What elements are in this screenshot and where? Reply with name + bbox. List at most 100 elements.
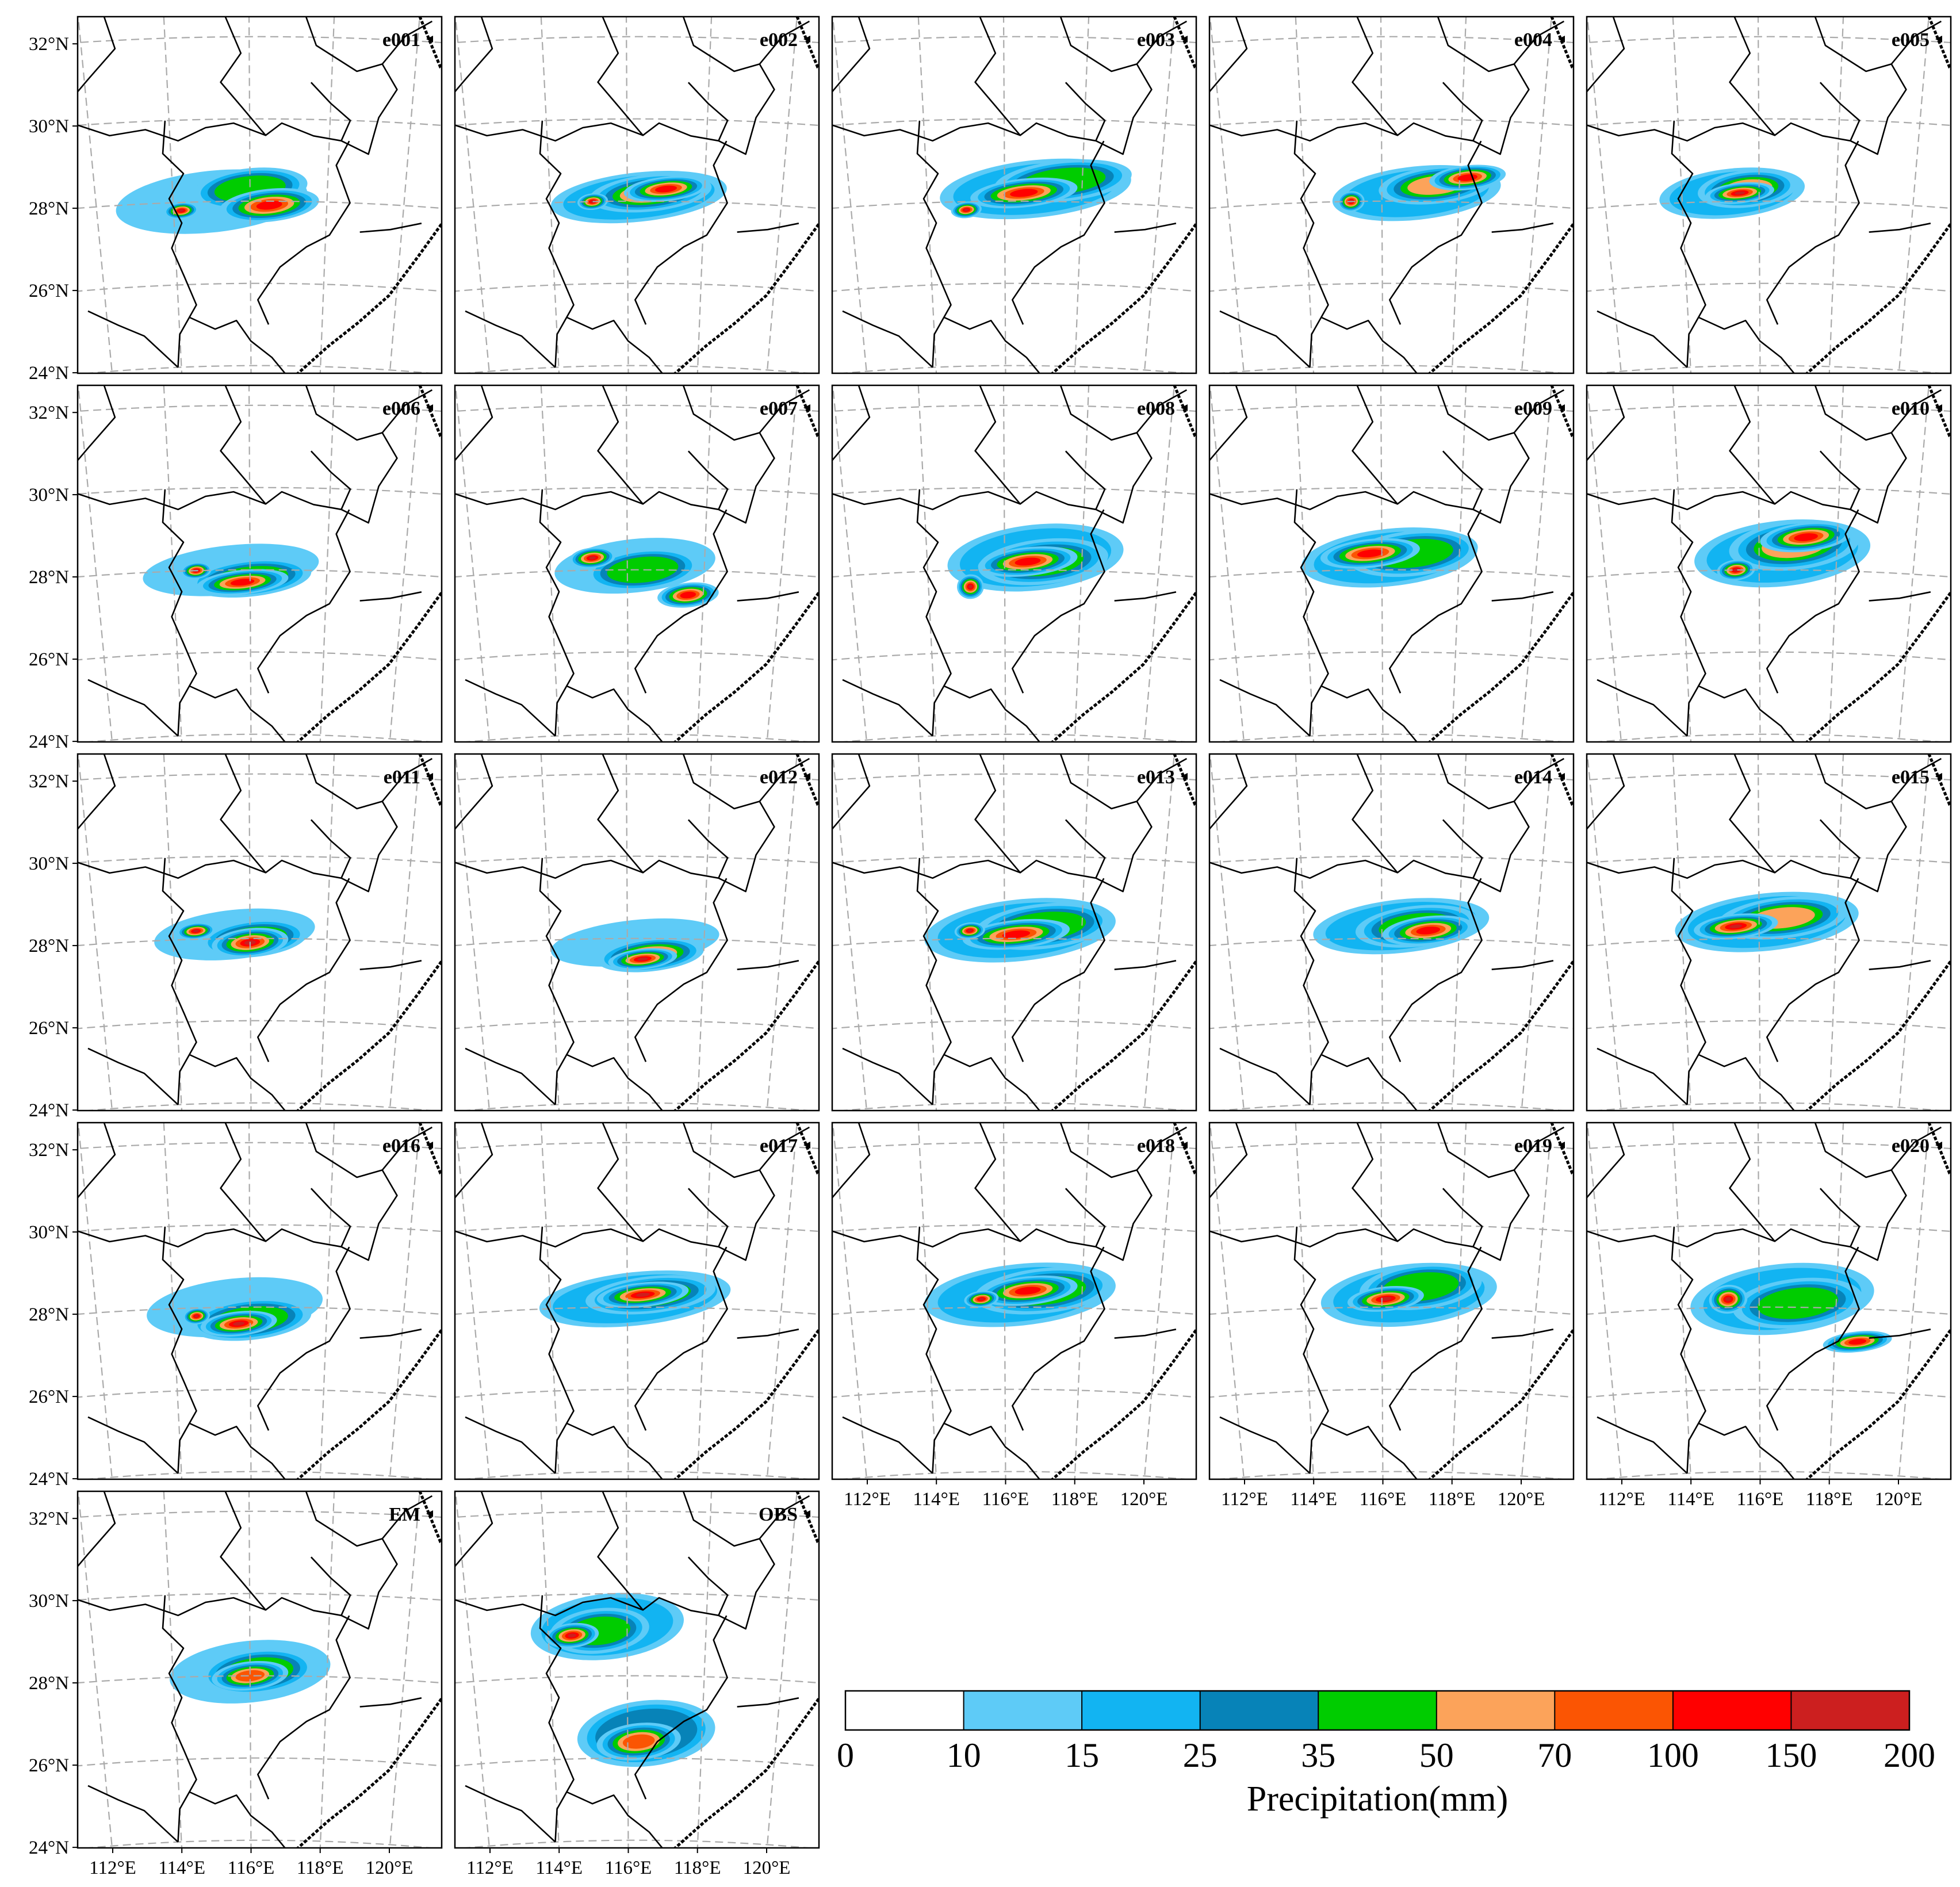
province-boundary [1065, 450, 1106, 510]
province-boundary [944, 1422, 1041, 1480]
coastline [1050, 1122, 1197, 1480]
panel-label: e003 [1137, 29, 1175, 51]
lon-gridline [832, 16, 868, 374]
province-boundary [1442, 1188, 1483, 1247]
province-boundary [832, 1228, 1096, 1248]
province-boundary [566, 1422, 664, 1480]
lon-gridline [1209, 753, 1245, 1111]
province-boundary [465, 310, 556, 368]
rain-contour-level-6 [622, 1734, 655, 1749]
province-boundary [1698, 316, 1796, 374]
panel-label: e007 [760, 398, 798, 419]
lat-gridline [454, 365, 820, 374]
panel-label: e001 [382, 29, 420, 51]
lat-tick-label: 30°N [29, 116, 69, 137]
lon-gridline [766, 385, 798, 742]
lon-gridline [1521, 1122, 1552, 1480]
province-boundary [832, 753, 871, 831]
lat-tick-label: 28°N [29, 1673, 69, 1694]
province-boundary [1012, 878, 1105, 1062]
lon-tick-label: 112°E [844, 1489, 891, 1510]
lat-tick-label: 26°N [29, 649, 69, 670]
lat-tick-label: 30°N [29, 853, 69, 874]
coastline [295, 16, 442, 374]
lat-gridline [832, 1224, 1197, 1233]
province-boundary [1766, 878, 1860, 1062]
province-boundary [1472, 1126, 1565, 1261]
panel-label: EM [389, 1504, 420, 1525]
province-boundary [359, 1329, 422, 1339]
province-boundary [682, 1122, 760, 1178]
province-boundary [454, 491, 719, 511]
lon-gridline [1295, 753, 1315, 1111]
lat-tick-label: 26°N [29, 1018, 69, 1039]
province-boundary [597, 385, 644, 505]
province-boundary [340, 20, 433, 155]
province-boundary [465, 1785, 556, 1843]
province-boundary [1491, 1329, 1554, 1339]
lat-gridline [77, 1020, 442, 1029]
lat-gridline [832, 487, 1197, 495]
rain-contour-level-7 [1416, 927, 1441, 935]
map-panel-e013: e013 [831, 753, 1197, 1112]
province-boundary [687, 450, 729, 510]
province-boundary [1586, 385, 1625, 462]
coastline [1804, 1122, 1951, 1480]
province-boundary [220, 16, 266, 136]
province-boundary [310, 1188, 351, 1247]
lat-gridline [77, 282, 442, 292]
rain-contour-level-7 [1848, 1339, 1867, 1345]
map-panel-OBS: OBS 112°E 114°E 116°E 118°E 120°E [454, 1490, 820, 1878]
province-boundary [1219, 310, 1311, 368]
province-boundary [916, 858, 952, 1105]
province-boundary [340, 1495, 433, 1630]
lat-tick-label: 32°N [29, 1509, 69, 1529]
panel-frame [454, 384, 820, 743]
lon-gridline [77, 1491, 113, 1848]
lat-gridline [832, 733, 1197, 742]
panel-frame [1586, 16, 1952, 374]
province-boundary [974, 753, 1021, 874]
lat-gridline [77, 773, 442, 781]
panel-frame [831, 16, 1197, 374]
lat-gridline [832, 1471, 1197, 1480]
province-boundary [305, 753, 383, 810]
lat-gridline [832, 1388, 1197, 1398]
lat-gridline [454, 1510, 820, 1518]
lat-gridline [1586, 36, 1951, 44]
colorbar-swatch [1672, 1691, 1791, 1730]
lat-gridline [77, 118, 442, 127]
colorbar-tick-label: 35 [1301, 1736, 1335, 1774]
province-boundary [162, 858, 197, 1105]
province-boundary [1698, 685, 1796, 742]
province-boundary [162, 1226, 197, 1473]
map-panel-e011: e011 24°N 26°N 28°N 30°N 32°N [29, 753, 443, 1121]
province-boundary [1586, 753, 1625, 831]
province-boundary [1729, 1122, 1775, 1242]
province-boundary [77, 491, 342, 511]
lon-gridline [1295, 16, 1315, 374]
province-boundary [634, 509, 728, 694]
province-boundary [1219, 679, 1311, 737]
province-boundary [597, 16, 644, 136]
province-boundary [842, 310, 933, 368]
province-boundary [832, 491, 1096, 511]
lat-gridline [1586, 200, 1951, 209]
coastline [1050, 385, 1197, 742]
coastline [672, 1491, 820, 1848]
province-boundary [916, 120, 952, 368]
lon-tick-label: 116°E [228, 1858, 275, 1878]
province-boundary [310, 1556, 351, 1616]
lon-gridline [1672, 753, 1692, 1111]
province-boundary [220, 1122, 266, 1242]
province-boundary [1766, 509, 1860, 694]
province-boundary [1586, 491, 1851, 511]
province-boundary [359, 1697, 422, 1708]
lon-tick-label: 118°E [297, 1858, 344, 1878]
coastline [672, 1122, 820, 1480]
lat-gridline [77, 365, 442, 374]
north-arrow-icon [1935, 404, 1942, 411]
lon-tick-label: 120°E [1875, 1489, 1923, 1510]
province-boundary [718, 757, 810, 893]
